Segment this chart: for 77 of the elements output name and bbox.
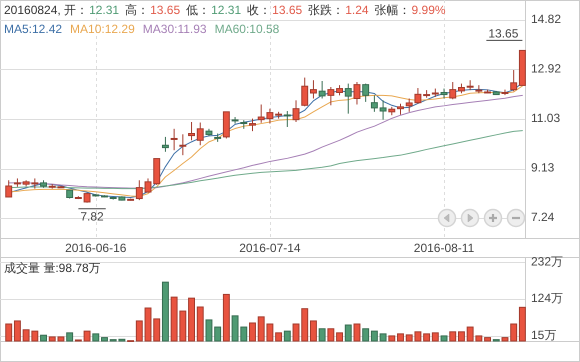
- candlestick: [362, 83, 370, 102]
- bar: [518, 306, 526, 342]
- y-tick-label: 9.13: [531, 160, 555, 175]
- annotation: 7.82: [80, 210, 104, 224]
- candlestick: [292, 100, 300, 123]
- candlestick: [344, 83, 352, 114]
- bar: [449, 331, 456, 342]
- candlestick: [162, 136, 169, 152]
- annotation: 张跌：: [308, 3, 344, 17]
- candlestick: [5, 180, 12, 198]
- candlestick: [301, 77, 308, 107]
- y-tick-label: 7.24: [531, 210, 555, 224]
- bar: [57, 336, 64, 342]
- annotation: 20160824, 开：: [4, 3, 88, 17]
- bar: [354, 323, 360, 342]
- bar: [196, 306, 204, 342]
- bar: [170, 296, 178, 342]
- bar: [362, 328, 370, 342]
- x-tick-label: 2016-07-14: [239, 241, 301, 255]
- bar: [284, 330, 291, 342]
- candlestick: [179, 134, 186, 156]
- candlestick: [170, 128, 178, 151]
- annotation: 1.24: [345, 3, 369, 17]
- candlestick: [284, 110, 291, 128]
- bar: [92, 333, 100, 342]
- y-tick-label: 124万: [531, 291, 564, 305]
- bar: [5, 323, 12, 342]
- bar: [48, 336, 56, 342]
- annotation: 低：: [186, 3, 210, 17]
- annotation: 张幅：: [374, 3, 411, 17]
- annotation: 13.65: [272, 3, 303, 17]
- y-tick-label: 232万: [531, 254, 564, 268]
- candlestick: [196, 122, 204, 146]
- bar: [31, 330, 38, 342]
- candlestick: [310, 80, 317, 99]
- candlestick: [249, 118, 256, 132]
- candlestick: [188, 122, 195, 141]
- bar: [232, 315, 239, 342]
- candlestick: [510, 70, 518, 92]
- bar: [301, 308, 308, 342]
- bar: [40, 334, 47, 342]
- bar: [240, 326, 248, 342]
- candlestick: [31, 178, 38, 190]
- chart-title: 成交量 量:98.78万: [4, 261, 101, 275]
- bar: [162, 282, 169, 342]
- annotation: 收：: [247, 3, 272, 17]
- bar: [440, 335, 448, 342]
- text: MA60:10.58: [214, 22, 280, 36]
- annotation: 13.65: [150, 3, 180, 17]
- bar: [66, 332, 74, 342]
- annotation: 12.31: [211, 3, 242, 17]
- candlestick: [318, 80, 326, 99]
- annotation: 12.31: [89, 3, 120, 17]
- candlestick: [354, 82, 360, 105]
- bar: [432, 332, 439, 342]
- y-tick-label: 15万: [531, 328, 556, 342]
- y-tick-label: 14.82: [531, 12, 562, 26]
- bar: [318, 328, 326, 342]
- bar: [310, 320, 317, 342]
- y-tick-label: 11.03: [531, 111, 560, 126]
- bar: [153, 318, 160, 342]
- text: MA10:12.29: [70, 22, 136, 36]
- x-tick-label: 2016-08-11: [414, 241, 475, 255]
- bar: [344, 324, 352, 342]
- candlestick: [406, 98, 413, 112]
- text: MA30:11.93: [142, 22, 207, 36]
- candlestick: [449, 82, 456, 100]
- candlestick: [440, 88, 448, 99]
- candlestick: [258, 104, 265, 124]
- annotation: 13.65: [488, 26, 519, 40]
- annotation: 高：: [125, 3, 150, 17]
- x-tick-label: 2016-06-16: [65, 241, 127, 255]
- text: MA5:12.42: [4, 22, 62, 36]
- y-tick-label: 12.92: [531, 62, 562, 76]
- bar: [222, 294, 230, 342]
- annotation: 9.99%: [412, 3, 446, 17]
- bar: [292, 323, 300, 342]
